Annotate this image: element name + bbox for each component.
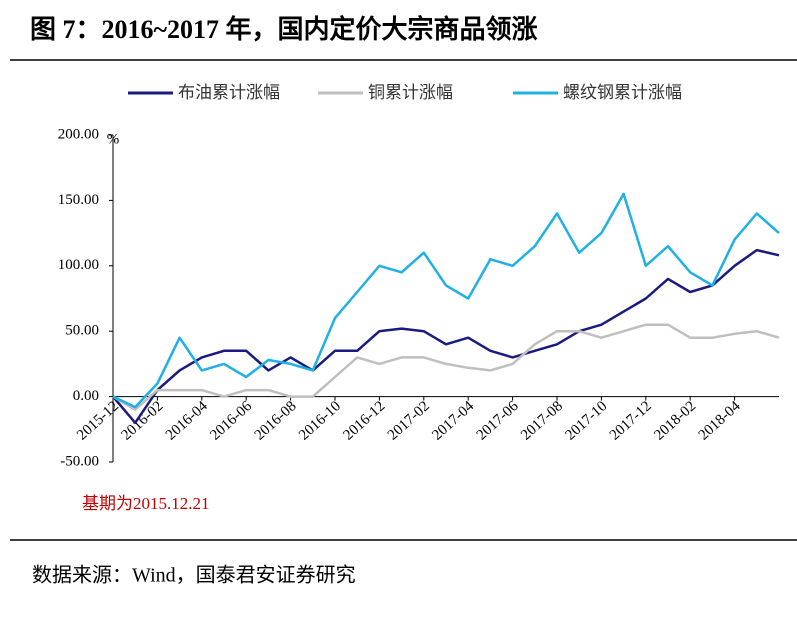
y-tick-label: 0.00	[73, 388, 99, 404]
legend-label: 布油累计涨幅	[178, 83, 280, 102]
series-line	[112, 323, 780, 411]
x-tick-label: 2017-06	[474, 398, 522, 444]
y-tick-label: 100.00	[58, 257, 99, 273]
legend-label: 铜累计涨幅	[368, 83, 453, 102]
source: 数据来源：Wind，国泰君安证券研究	[32, 564, 356, 587]
x-tick-label: 2015-12	[74, 398, 122, 443]
x-tick-label: 2016-08	[252, 398, 300, 443]
x-tick-label: 2017-12	[607, 398, 655, 443]
x-tick-label: 2017-04	[429, 398, 477, 444]
y-tick-label: -50.00	[60, 453, 99, 469]
x-tick-label: 2016-06	[207, 398, 255, 444]
series-line	[112, 248, 780, 425]
y-tick-label: 50.00	[65, 323, 99, 339]
series-line	[112, 192, 780, 409]
x-tick-label: 2017-10	[563, 398, 611, 443]
y-tick-label: 150.00	[58, 192, 99, 208]
x-tick-label: 2016-10	[296, 398, 344, 443]
annotation: 基期为2015.12.21	[82, 494, 210, 513]
x-tick-label: 2017-02	[385, 398, 433, 443]
x-tick-label: 2016-04	[163, 398, 211, 444]
x-tick-label: 2018-04	[696, 398, 744, 444]
legend-label: 螺纹钢累计涨幅	[563, 83, 682, 102]
x-tick-label: 2016-12	[341, 398, 389, 443]
chart-title: 图 7：2016~2017 年，国内定价大宗商品领涨	[30, 14, 538, 44]
y-tick-label: 200.00	[58, 126, 99, 142]
x-tick-label: 2017-08	[518, 398, 566, 443]
x-tick-label: 2018-02	[651, 398, 699, 443]
